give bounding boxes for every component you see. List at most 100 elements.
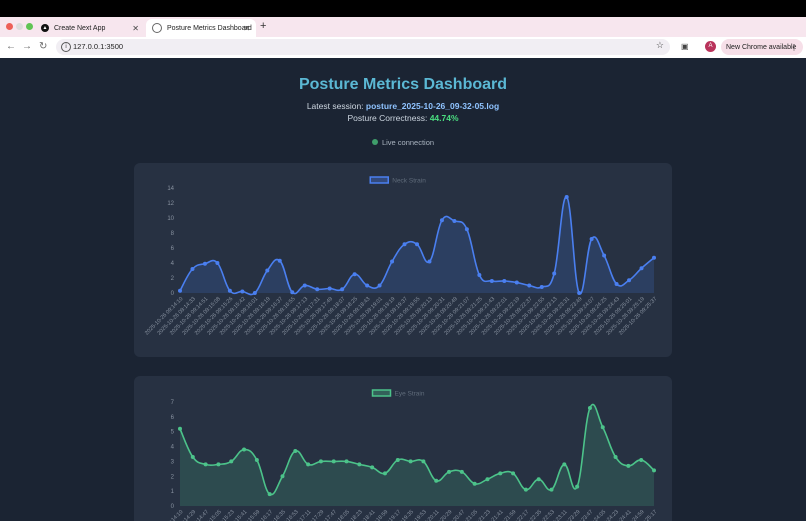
data-point xyxy=(536,477,541,482)
tab-label: Posture Metrics Dashboard xyxy=(167,24,252,32)
data-point xyxy=(408,459,413,464)
more-menu-icon[interactable]: ⋮ xyxy=(790,42,798,52)
tab-strip: ▲ Create Next App ✕ Posture Metrics Dash… xyxy=(0,17,806,37)
data-point xyxy=(562,462,567,467)
data-point xyxy=(427,259,432,264)
data-point xyxy=(382,471,387,476)
page-title: Posture Metrics Dashboard xyxy=(298,76,508,93)
close-tab-icon[interactable]: ✕ xyxy=(132,23,139,33)
data-point xyxy=(600,425,605,430)
data-point xyxy=(370,465,375,470)
data-point xyxy=(459,469,464,474)
x-tick-label: 09:21:23 xyxy=(472,509,491,521)
y-tick-label: 6 xyxy=(171,246,175,252)
y-tick-label: 3 xyxy=(171,459,175,465)
x-tick-label: 09:24:59 xyxy=(626,509,645,521)
os-menu-bar xyxy=(0,0,806,17)
chart-legend: Eye Strain xyxy=(371,389,425,398)
data-point xyxy=(327,286,332,291)
x-tick-label: 09:18:23 xyxy=(344,509,363,521)
x-tick-label: 09:22:35 xyxy=(524,509,543,521)
new-chrome-available-button[interactable]: New Chrome available ⋮ xyxy=(721,39,803,55)
y-tick-label: 2 xyxy=(171,474,175,480)
x-tick-label: 09:22:17 xyxy=(511,509,530,521)
data-point xyxy=(190,267,195,271)
data-point xyxy=(290,290,295,295)
x-tick-label: 09:17:47 xyxy=(319,509,338,521)
legend-label: Eye Strain xyxy=(395,391,425,398)
legend-swatch xyxy=(371,389,392,397)
tab-search-icon[interactable]: ▣ xyxy=(681,42,689,51)
data-point xyxy=(352,272,357,277)
x-tick-label: 09:25:17 xyxy=(639,509,658,521)
globe-icon xyxy=(152,23,162,33)
data-point xyxy=(523,487,528,492)
close-window-icon[interactable] xyxy=(6,23,13,30)
new-tab-button[interactable]: + xyxy=(260,20,267,32)
reload-icon[interactable]: ↻ xyxy=(39,41,48,52)
x-tick-label: 09:21:41 xyxy=(485,509,504,521)
address-bar[interactable]: i 127.0.0.1:3500 ☆ xyxy=(56,39,670,55)
minimize-window-icon[interactable] xyxy=(16,23,23,30)
bookmark-star-icon[interactable]: ☆ xyxy=(655,40,664,50)
y-tick-label: 12 xyxy=(167,201,174,207)
x-tick-label: 09:15:23 xyxy=(216,509,235,521)
y-tick-label: 10 xyxy=(167,216,174,222)
live-status-dot xyxy=(371,139,378,145)
data-point xyxy=(229,459,234,464)
browser-toolbar: ← → ↻ i 127.0.0.1:3500 ☆ ▣ A New Chrome … xyxy=(0,37,806,59)
data-point xyxy=(203,462,208,467)
posture-correctness: Posture Correctness: 44.74% xyxy=(0,113,806,123)
data-point xyxy=(527,283,532,288)
session-label: Latest session: xyxy=(306,101,364,111)
data-point xyxy=(357,462,362,467)
data-point xyxy=(439,218,444,223)
maximize-window-icon[interactable] xyxy=(26,23,33,30)
data-point xyxy=(577,291,582,295)
x-tick-label: 09:15:41 xyxy=(229,509,248,521)
data-point xyxy=(216,462,221,467)
site-info-icon[interactable]: i xyxy=(61,42,71,52)
data-point xyxy=(639,266,644,271)
x-tick-label: 09:17:11 xyxy=(293,509,312,521)
data-point xyxy=(306,462,311,467)
data-point xyxy=(390,259,395,264)
x-tick-label: 09:20:47 xyxy=(447,509,466,521)
data-point xyxy=(415,242,419,247)
back-icon[interactable]: ← xyxy=(6,41,16,52)
data-point xyxy=(254,457,259,462)
data-point xyxy=(365,283,370,288)
data-point xyxy=(485,477,490,482)
data-point xyxy=(452,219,457,223)
tab-create-next-app[interactable]: ▲ Create Next App ✕ xyxy=(35,19,145,37)
tab-posture-metrics-dashboard[interactable]: Posture Metrics Dashboard ✕ xyxy=(146,19,256,37)
close-tab-icon[interactable]: ✕ xyxy=(243,23,250,33)
data-point xyxy=(434,478,439,483)
data-point xyxy=(652,255,656,260)
data-point xyxy=(639,457,644,462)
data-point xyxy=(302,283,307,288)
url-text[interactable]: 127.0.0.1:3500 xyxy=(73,42,124,51)
x-tick-label: 09:19:53 xyxy=(408,509,427,521)
live-status: Live connection xyxy=(0,138,806,147)
data-point xyxy=(447,469,452,474)
x-tick-label: 09:16:35 xyxy=(268,509,287,521)
x-tick-label: 09:24:41 xyxy=(613,509,632,521)
data-point xyxy=(511,471,516,476)
x-tick-label: 09:21:05 xyxy=(460,509,479,521)
data-point xyxy=(252,291,257,295)
eye-strain-chart-card: Eye Strain 0 1 2 3 4 5 6 7 09:14:10 09:14:29 09:14:… xyxy=(134,376,672,521)
x-tick-label: 09:24:23 xyxy=(601,509,620,521)
x-tick-label: 09:20:11 xyxy=(422,509,441,521)
data-point xyxy=(265,268,270,273)
profile-avatar[interactable]: A xyxy=(705,41,716,52)
legend-swatch xyxy=(369,176,389,184)
x-tick-label: 09:19:35 xyxy=(396,509,415,521)
series-area xyxy=(180,404,654,506)
x-tick-label: 09:18:05 xyxy=(332,509,351,521)
forward-icon[interactable]: → xyxy=(22,41,32,52)
neck-strain-chart-card: Neck Strain 0 2 4 6 8 10 12 14 2025-10-26 09:14:1… xyxy=(134,163,672,357)
data-point xyxy=(477,273,482,277)
data-point xyxy=(489,279,494,283)
data-point xyxy=(464,227,469,232)
